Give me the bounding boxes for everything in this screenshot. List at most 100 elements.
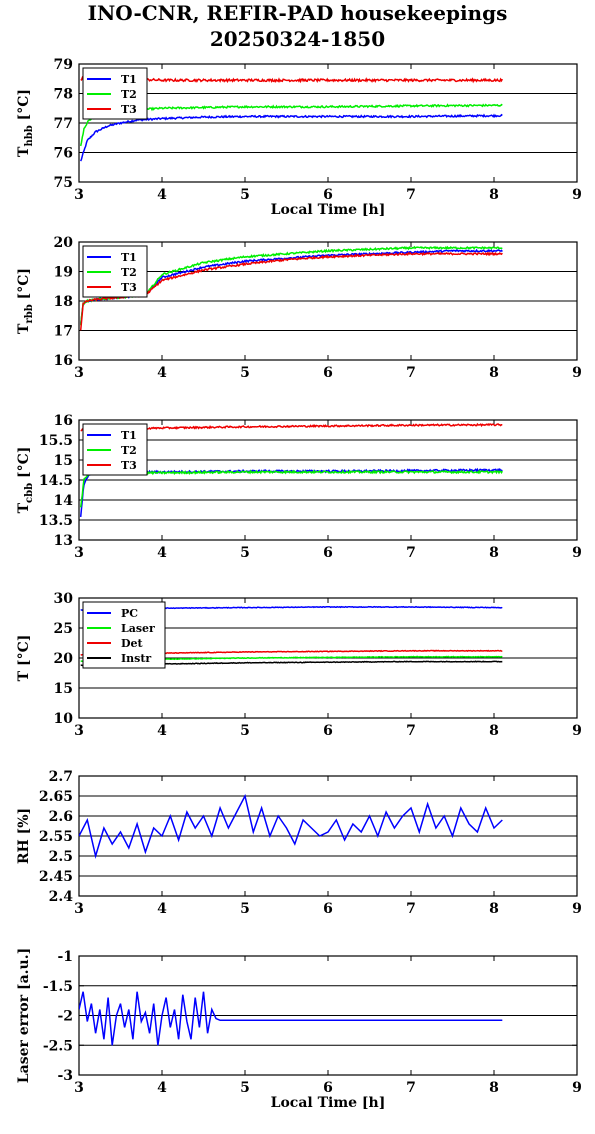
y-tick-label: -2.5: [43, 1038, 73, 1054]
x-tick-label: 9: [572, 723, 582, 739]
y-tick-label: 20: [54, 651, 74, 667]
x-tick-label: 6: [323, 545, 333, 561]
y-tick-label: 2.5: [49, 849, 73, 865]
x-tick-label: 3: [74, 365, 84, 381]
y-tick-label: 2.6: [49, 809, 73, 825]
x-tick-label: 5: [240, 1080, 250, 1096]
title-line-1: INO-CNR, REFIR-PAD housekeepings: [87, 1, 508, 25]
legend-label: PC: [121, 607, 138, 620]
x-tick-label: 9: [572, 901, 582, 917]
legend-label: T1: [121, 251, 137, 264]
y-tick-label: -1: [57, 949, 73, 965]
x-tick-label: 6: [323, 1080, 333, 1096]
y-tick-label: 14: [54, 493, 74, 509]
x-tick-label: 6: [323, 365, 333, 381]
y-tick-label: 14.5: [39, 473, 73, 489]
legend-label: T3: [121, 281, 137, 294]
y-tick-label: 77: [54, 116, 73, 132]
y-tick-label: 2.7: [49, 769, 73, 785]
legend-label: Det: [121, 637, 144, 650]
y-tick-label: 25: [54, 621, 73, 637]
y-axis-title: Tcbb [°C]: [16, 447, 35, 514]
legend-label: T3: [121, 459, 137, 472]
legend: T1 T2 T3: [82, 423, 148, 476]
y-tick-label: 75: [54, 175, 73, 191]
y-tick-label: 20: [54, 235, 74, 251]
series-line-t2: [79, 245, 503, 326]
y-tick-label: 15.5: [39, 433, 73, 449]
x-tick-label: 7: [406, 187, 416, 203]
x-tick-label: 8: [489, 723, 499, 739]
x-tick-label: 3: [74, 901, 84, 917]
x-tick-label: 6: [323, 187, 333, 203]
legend-label: T1: [121, 429, 137, 442]
x-tick-label: 8: [489, 901, 499, 917]
y-tick-label: 2.45: [39, 869, 73, 885]
legend: PC Laser Det Instr: [82, 601, 166, 669]
title-line-2: 20250324-1850: [209, 27, 386, 51]
legend-label: T3: [121, 103, 137, 116]
x-axis-title: Local Time [h]: [271, 202, 386, 218]
x-tick-label: 4: [157, 1080, 167, 1096]
series-line-t2: [79, 469, 503, 508]
x-tick-label: 7: [406, 1080, 416, 1096]
x-tick-label: 8: [489, 187, 499, 203]
x-tick-label: 9: [572, 545, 582, 561]
legend-label: T1: [121, 73, 137, 86]
x-tick-label: 6: [323, 901, 333, 917]
x-tick-label: 3: [74, 723, 84, 739]
x-tick-label: 9: [572, 1080, 582, 1096]
x-tick-label: 5: [240, 187, 250, 203]
series-line-t3: [79, 251, 503, 331]
x-tick-label: 8: [489, 545, 499, 561]
y-tick-label: 78: [54, 87, 73, 103]
y-tick-label: 2.55: [39, 829, 73, 845]
y-tick-label: -2: [57, 1009, 73, 1025]
x-tick-label: 4: [157, 365, 167, 381]
y-tick-label: -3: [57, 1068, 73, 1084]
y-tick-label: 76: [54, 146, 73, 162]
x-tick-label: 6: [323, 723, 333, 739]
x-tick-label: 3: [74, 545, 84, 561]
y-axis-title: Thbb [°C]: [16, 89, 35, 157]
y-axis-title: RH [%]: [16, 808, 32, 864]
series-line-data: [79, 991, 503, 1046]
series-line-t3: [80, 75, 503, 84]
legend: T1 T2 T3: [82, 67, 148, 120]
legend-label: T2: [121, 266, 137, 279]
series-line-t1: [80, 113, 503, 162]
x-tick-label: 4: [157, 545, 167, 561]
x-tick-label: 4: [157, 187, 167, 203]
chart-panel-3: 3 4 5 6 7 8 9 13 13.5 14 14.5 15 15.5 16 Tcbb [°C] T1 T2…: [16, 413, 582, 561]
y-tick-label: -1.5: [43, 979, 73, 995]
x-tick-label: 7: [406, 723, 416, 739]
x-tick-label: 8: [489, 1080, 499, 1096]
legend: T1 T2 T3: [82, 245, 148, 298]
x-tick-label: 7: [406, 545, 416, 561]
x-tick-label: 5: [240, 365, 250, 381]
x-tick-label: 4: [157, 901, 167, 917]
y-axis-title: Laser error [a.u.]: [16, 948, 32, 1083]
x-tick-label: 9: [572, 365, 582, 381]
legend-label: T2: [121, 88, 137, 101]
y-axis-title: T [°C]: [16, 635, 32, 682]
x-tick-label: 5: [240, 723, 250, 739]
y-axis-title: Trbb [°C]: [16, 268, 35, 334]
y-tick-label: 30: [54, 591, 74, 607]
x-tick-label: 3: [74, 1080, 84, 1096]
x-tick-label: 7: [406, 901, 416, 917]
series-line-t1: [79, 467, 503, 517]
y-tick-label: 19: [54, 265, 73, 281]
legend-label: T2: [121, 444, 137, 457]
x-axis-title: Local Time [h]: [271, 1095, 386, 1111]
x-tick-label: 8: [489, 365, 499, 381]
chart-panel-2: 3 4 5 6 7 8 9 16 17 18 19 20 Trbb [°C] T1 T2 T3: [16, 235, 582, 381]
x-tick-label: 3: [74, 187, 84, 203]
y-tick-label: 18: [54, 294, 73, 310]
x-tick-label: 5: [240, 901, 250, 917]
legend-label: Instr: [121, 652, 151, 665]
x-tick-label: 5: [240, 545, 250, 561]
y-tick-label: 2.65: [39, 789, 73, 805]
